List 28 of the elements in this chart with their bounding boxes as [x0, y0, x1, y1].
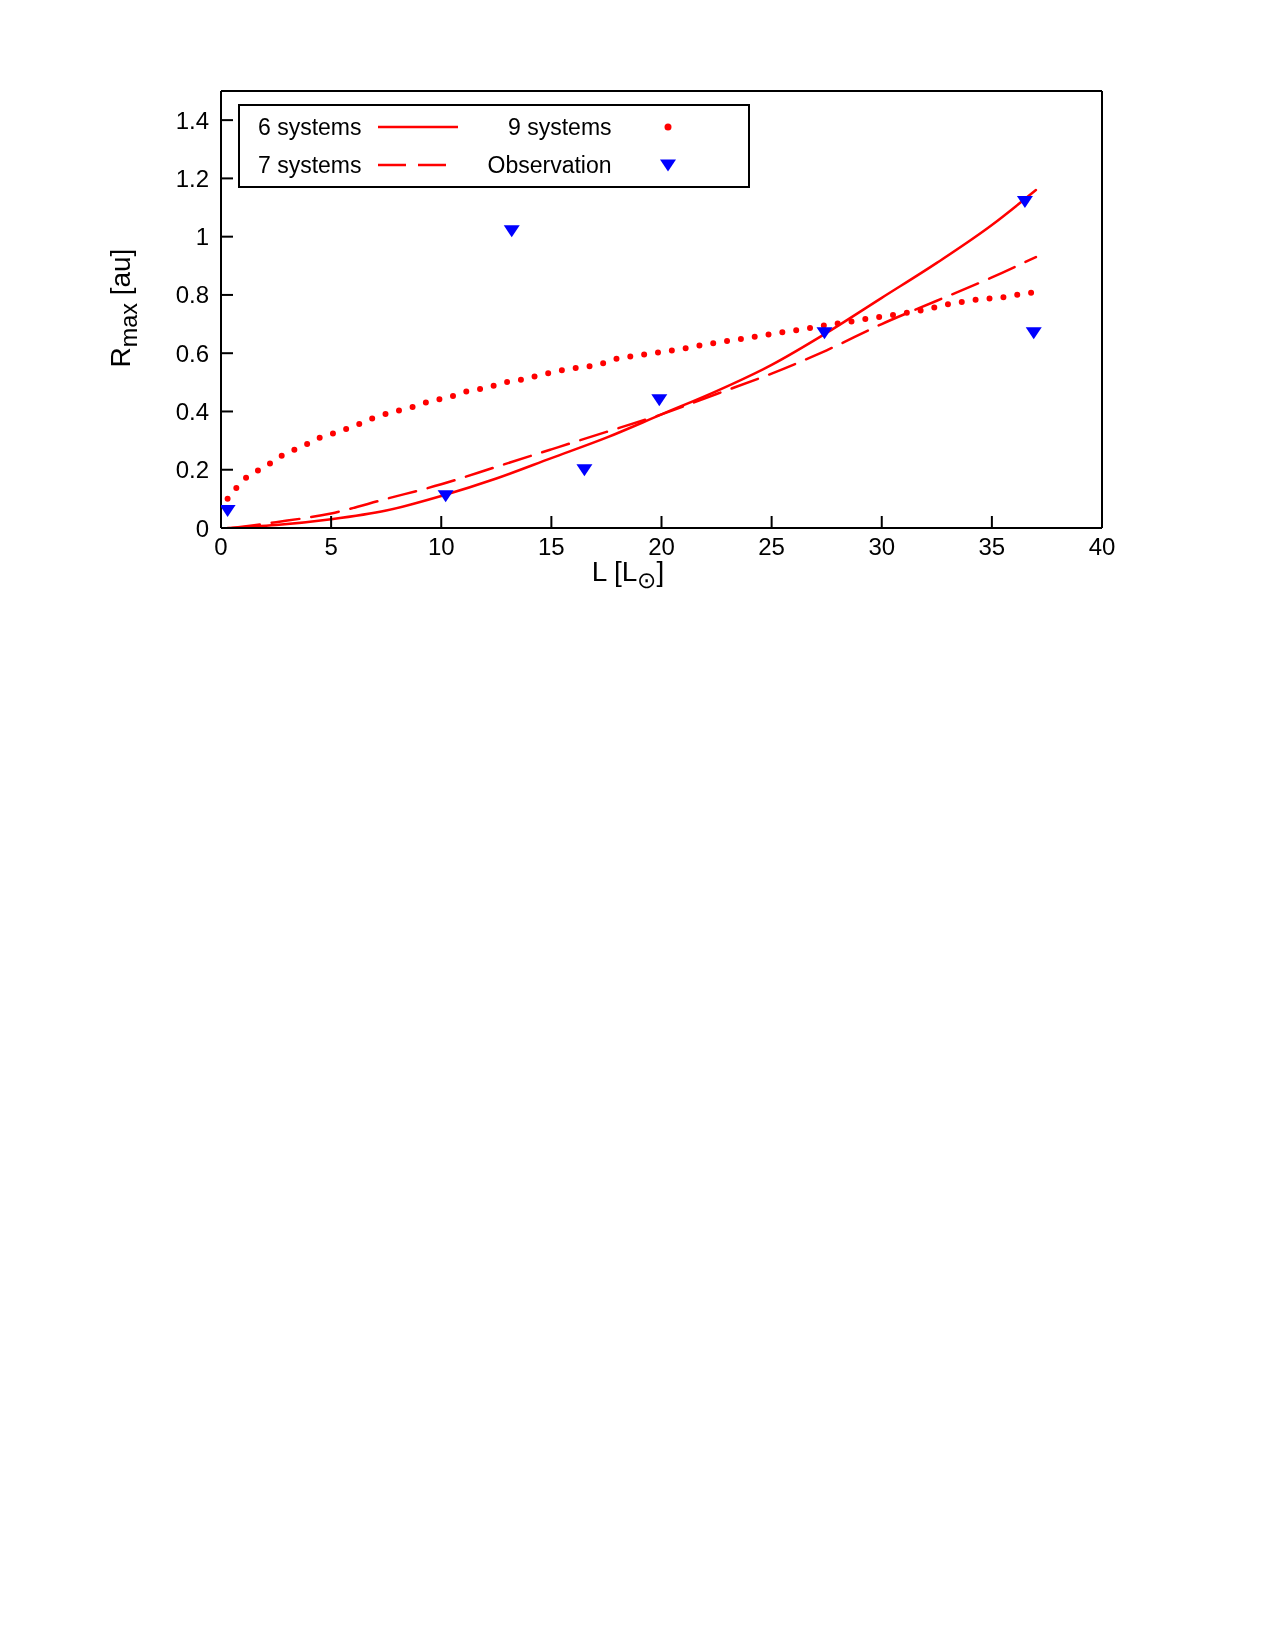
x-tick-label: 25: [758, 533, 785, 561]
x-tick-label: 0: [214, 533, 228, 561]
point: [576, 464, 593, 477]
y-tick-label: 1.2: [175, 164, 209, 192]
point: [437, 490, 454, 503]
x-tick-label: 35: [978, 533, 1006, 561]
legend-label: Observation: [487, 151, 612, 179]
point: [1025, 327, 1042, 340]
y-tick-label: 1.4: [175, 106, 209, 134]
y-tick-label: 0: [195, 514, 209, 542]
y-tick-label: 0.2: [175, 456, 209, 484]
point: [651, 394, 668, 407]
y-tick-label: 0.6: [175, 339, 209, 367]
legend-label: 9 systems: [508, 113, 612, 141]
x-tick-label: 10: [427, 533, 455, 561]
x-tick-label: 30: [868, 533, 896, 561]
x-tick-label: 15: [538, 533, 565, 561]
legend-label: 7 systems: [258, 151, 362, 179]
legend-label: 6 systems: [258, 113, 362, 141]
x-tick-label: 40: [1088, 533, 1116, 561]
y-tick-label: 0.8: [175, 281, 209, 309]
x-tick-label: 5: [324, 533, 338, 561]
point: [816, 327, 833, 340]
y-tick-label: 0.4: [175, 397, 209, 425]
y-tick-label: 1: [195, 223, 209, 251]
point: [503, 225, 520, 238]
point: [1016, 196, 1033, 209]
point: [221, 504, 236, 517]
